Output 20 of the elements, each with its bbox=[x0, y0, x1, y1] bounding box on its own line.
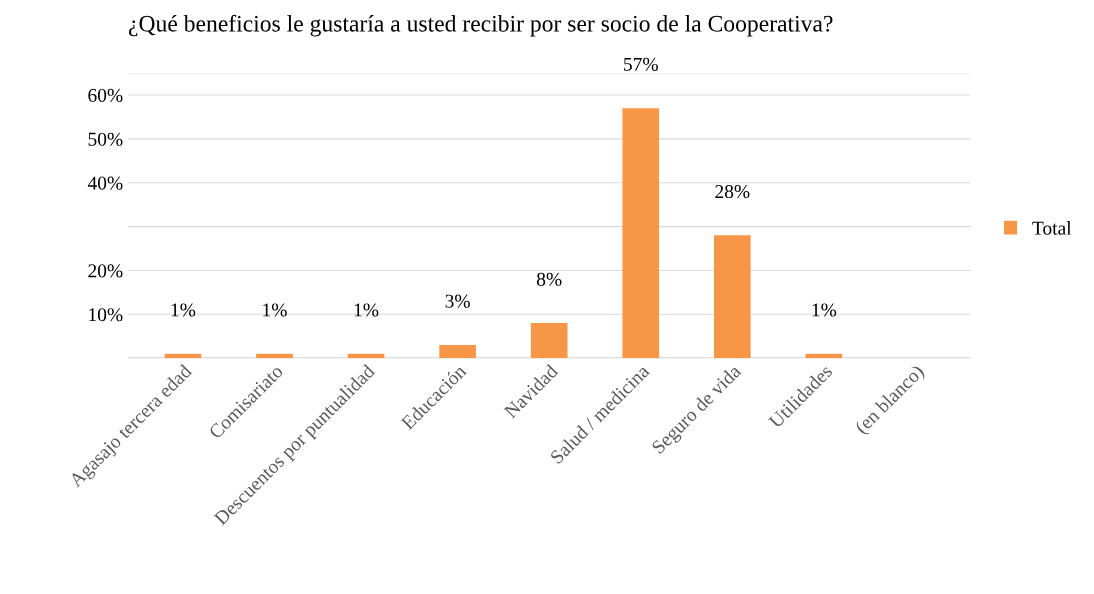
data-label: 28% bbox=[715, 184, 750, 199]
data-label: 8% bbox=[536, 272, 562, 286]
chart-title: ¿Qué beneficios le gustaría a usted recibir por ser socio de la Cooperativa? bbox=[128, 14, 833, 37]
bar bbox=[439, 345, 476, 359]
data-label: 1% bbox=[812, 303, 837, 317]
bar bbox=[256, 353, 293, 359]
y-tick-label: 60% bbox=[88, 88, 123, 102]
y-tick-label: 40% bbox=[87, 176, 123, 190]
legend-label: Total bbox=[1032, 221, 1072, 235]
data-label: 57% bbox=[624, 57, 658, 71]
data-label: 1% bbox=[171, 303, 196, 317]
bar bbox=[714, 235, 751, 359]
bar bbox=[622, 108, 660, 359]
bar bbox=[530, 323, 568, 359]
y-tick-label: 10% bbox=[89, 308, 123, 322]
data-label: 1% bbox=[263, 303, 287, 317]
data-label: 3% bbox=[445, 294, 470, 308]
y-tick-label: 20% bbox=[88, 264, 123, 278]
data-label: 1% bbox=[354, 303, 379, 317]
y-tick-label: 50% bbox=[88, 132, 123, 146]
